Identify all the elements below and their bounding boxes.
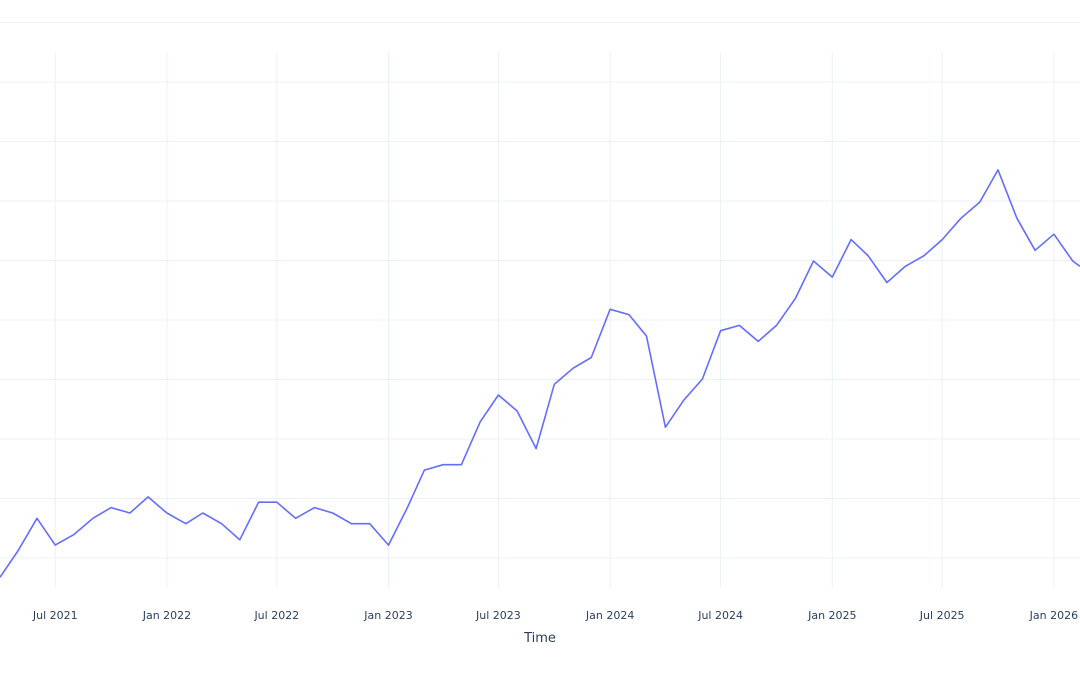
x-tick-label: Jul 2025: [919, 609, 965, 622]
x-tick-label: Jan 2026: [1029, 609, 1078, 622]
x-tick-label: Jan 2022: [142, 609, 191, 622]
x-tick-label: Jul 2023: [475, 609, 521, 622]
x-tick-label: Jul 2024: [697, 609, 743, 622]
x-axis-tick-labels: Jul 2021 Jan 2022 Jul 2022 Jan 2023 Jul 2023…: [32, 609, 1078, 622]
x-tick-label: Jan 2024: [585, 609, 634, 622]
x-tick-label: Jan 2023: [363, 609, 412, 622]
series-line: [0, 169, 1080, 578]
x-tick-label: Jul 2021: [32, 609, 78, 622]
x-tick-label: Jan 2025: [807, 609, 856, 622]
x-tick-label: Jul 2022: [253, 609, 299, 622]
horizontal-gridlines: [0, 22, 1080, 559]
x-axis-title: Time: [523, 631, 556, 646]
